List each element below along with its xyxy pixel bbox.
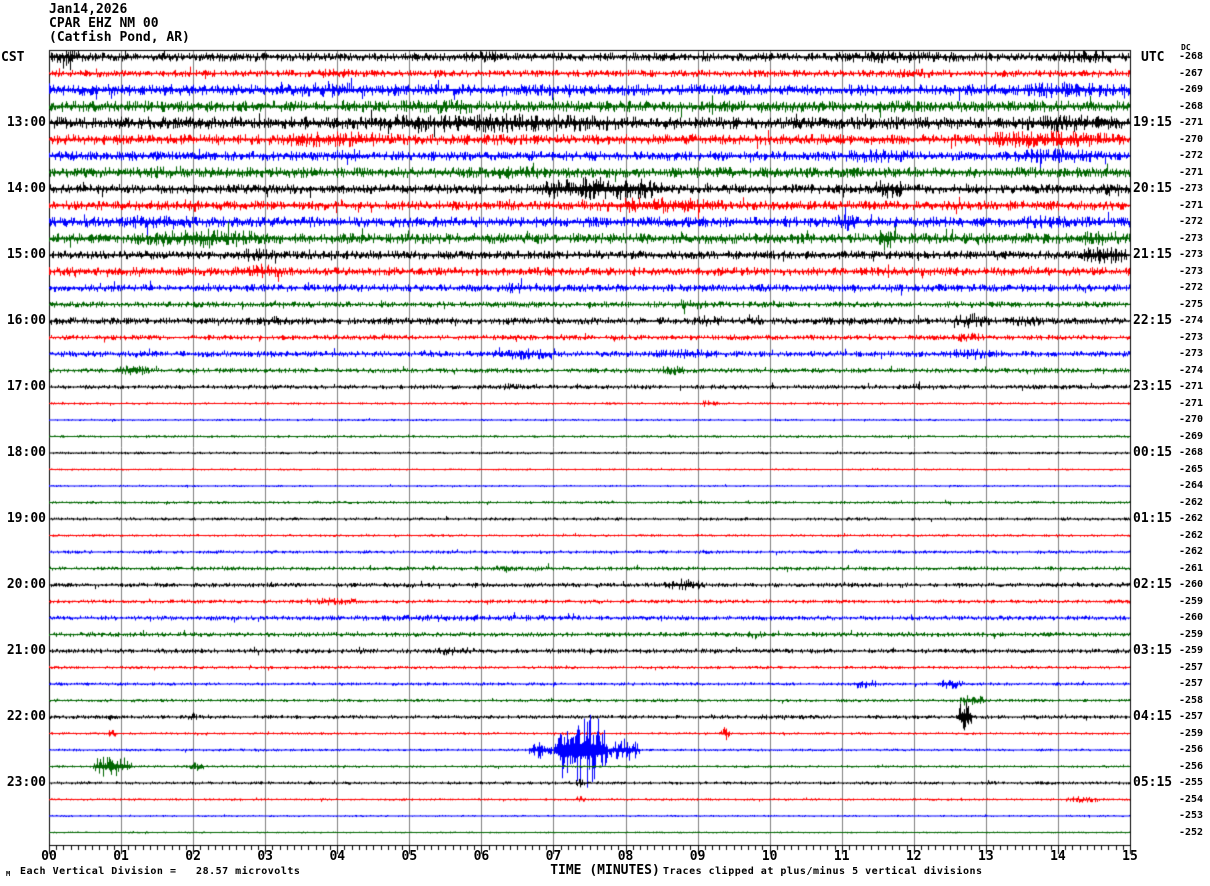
cst-hour-label: 20:00: [6, 577, 46, 592]
dc-offset-value: -274: [1179, 315, 1204, 326]
dc-offset-value: -256: [1179, 744, 1204, 755]
minute-tick-label: 12: [905, 849, 922, 864]
minute-tick-label: 13: [978, 849, 994, 864]
minute-tick-label: 02: [185, 849, 201, 864]
dc-offset-value: -269: [1179, 84, 1204, 95]
dc-offset-value: -270: [1179, 133, 1204, 145]
dc-offset-value: -265: [1179, 463, 1204, 475]
utc-hour-label: 01:15: [1133, 511, 1173, 526]
minute-tick-label: 15: [1122, 849, 1138, 864]
dc-offset-value: -273: [1179, 265, 1204, 277]
minute-tick-label: 03: [257, 849, 274, 864]
minute-tick-label: 08: [617, 849, 634, 864]
dc-offset-value: -261: [1179, 562, 1204, 574]
dc-offset-value: -259: [1179, 595, 1204, 607]
dc-offset-value: -274: [1179, 364, 1204, 376]
utc-hour-label: 19:15: [1133, 115, 1173, 130]
cst-hour-label: 16:00: [6, 313, 46, 328]
dc-offset-value: -252: [1179, 826, 1204, 838]
x-axis-title: TIME (MINUTES): [550, 863, 660, 878]
dc-offset-value: -271: [1179, 199, 1204, 211]
clip-note: Traces clipped at plus/minus 5 vertical …: [663, 866, 983, 877]
utc-hour-label: 20:15: [1133, 181, 1173, 196]
cst-hour-label: 19:00: [6, 511, 46, 526]
dc-offset-value: -268: [1179, 447, 1204, 458]
dc-offset-value: -262: [1179, 546, 1204, 557]
dc-offset-value: -268: [1179, 51, 1204, 62]
utc-hour-label: 04:15: [1133, 709, 1173, 724]
minute-tick-label: 04: [329, 849, 346, 864]
dc-offset-value: -256: [1179, 760, 1204, 772]
dc-offset-value: -259: [1179, 645, 1204, 656]
utc-hour-label: 05:15: [1133, 775, 1173, 790]
dc-offset-value: -259: [1179, 727, 1204, 739]
dc-offset-value: -267: [1179, 67, 1204, 79]
dc-offset-value: -273: [1179, 249, 1204, 260]
dc-offset-value: -259: [1179, 628, 1204, 640]
dc-offset-value: -257: [1179, 678, 1204, 689]
minute-tick-label: 11: [833, 849, 850, 864]
minute-tick-label: 14: [1050, 849, 1066, 864]
cst-hour-label: 18:00: [6, 445, 46, 460]
cst-hour-label: 17:00: [6, 379, 46, 394]
dc-offset-value: -269: [1179, 430, 1204, 442]
dc-offset-value: -273: [1179, 331, 1204, 343]
utc-hour-label: 22:15: [1133, 313, 1173, 328]
dc-offset-value: -258: [1179, 694, 1204, 706]
minute-tick-label: 00: [41, 849, 57, 864]
dc-offset-value: -260: [1179, 579, 1204, 590]
dc-offset-value: -262: [1179, 496, 1204, 508]
dc-offset-value: -271: [1179, 381, 1204, 392]
minute-tick-label: 10: [761, 849, 778, 864]
cst-hour-label: 22:00: [6, 709, 46, 724]
utc-hour-label: 02:15: [1133, 577, 1173, 592]
dc-offset-value: -262: [1179, 513, 1204, 524]
dc-offset-value: -272: [1179, 216, 1204, 227]
plot-date: Jan14,2026: [49, 2, 128, 17]
minute-tick-label: 09: [689, 849, 706, 864]
minute-tick-label: 06: [473, 849, 490, 864]
cst-hour-label: 23:00: [6, 775, 46, 790]
dc-offset-value: -271: [1179, 397, 1204, 409]
minute-tick-label: 05: [401, 849, 418, 864]
cst-hour-label: 15:00: [6, 247, 46, 262]
dc-offset-value: -273: [1179, 348, 1204, 359]
station-code: CPAR EHZ NM 00: [49, 16, 159, 31]
dc-offset-value: -272: [1179, 282, 1204, 293]
dc-offset-value: -268: [1179, 100, 1204, 112]
dc-offset-value: -253: [1179, 810, 1204, 821]
utc-hour-label: 00:15: [1133, 445, 1173, 460]
dc-offset-value: -271: [1179, 166, 1204, 178]
dc-offset-header: DC: [1181, 43, 1191, 52]
dc-offset-value: -254: [1179, 793, 1204, 805]
dc-offset-value: -264: [1179, 480, 1204, 491]
dc-offset-value: -273: [1179, 232, 1204, 244]
left-timezone-header: CST: [1, 50, 25, 65]
minute-tick-label: 07: [545, 849, 562, 864]
utc-hour-label: 03:15: [1133, 643, 1173, 658]
dc-offset-value: -257: [1179, 711, 1204, 722]
minute-tick-label: 01: [113, 849, 129, 864]
station-name: (Catfish Pond, AR): [49, 30, 190, 45]
cst-hour-label: 14:00: [6, 181, 46, 196]
dc-offset-value: -257: [1179, 661, 1204, 673]
dc-offset-value: -255: [1179, 777, 1204, 788]
dc-offset-value: -262: [1179, 529, 1204, 541]
utc-hour-label: 21:15: [1133, 247, 1173, 262]
dc-offset-value: -270: [1179, 414, 1204, 425]
scale-note: Each Vertical Division = 28.57 microvolt…: [20, 866, 301, 877]
cst-hour-label: 13:00: [6, 115, 46, 130]
dc-offset-value: -275: [1179, 298, 1204, 310]
dc-offset-value: -272: [1179, 150, 1204, 161]
cst-hour-label: 21:00: [6, 643, 46, 658]
utc-hour-label: 23:15: [1133, 379, 1173, 394]
right-timezone-header: UTC: [1141, 50, 1165, 65]
corner-mark: M: [6, 870, 11, 878]
dc-offset-value: -260: [1179, 612, 1204, 623]
dc-offset-value: -271: [1179, 117, 1204, 128]
dc-offset-value: -273: [1179, 183, 1204, 194]
